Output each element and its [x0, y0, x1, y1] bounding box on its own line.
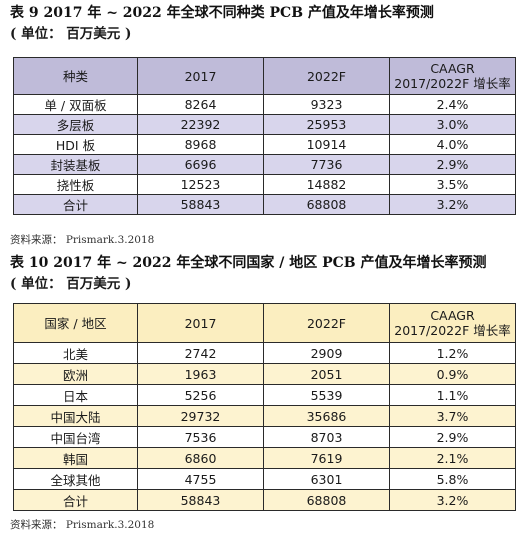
table-row: 挠性板 12523 14882 3.5%: [13, 174, 516, 195]
table-row: 合计 58843 68808 3.2%: [13, 489, 516, 511]
table-row: 单 / 双面板 8264 9323 2.4%: [13, 94, 516, 115]
table-cell: 7736: [263, 154, 390, 175]
table-cell: 4.0%: [389, 134, 516, 155]
table-cell: 22392: [137, 114, 264, 135]
table-row: 合计 58843 68808 3.2%: [13, 194, 516, 215]
table-cell: 1.1%: [389, 384, 516, 406]
table-row: 多层板 22392 25953 3.0%: [13, 114, 516, 135]
table-cell: 2.1%: [389, 447, 516, 469]
pcb-type-table: 种类 2017 2022F CAAGR 2017/2022F 增长率 单 / 双…: [13, 57, 516, 215]
column-header: 国家 / 地区: [13, 303, 138, 343]
table-cell: 封装基板: [13, 154, 138, 175]
table-row: 中国台湾 7536 8703 2.9%: [13, 426, 516, 448]
table1-unit: ( 单位： 百万美元 ): [10, 26, 132, 42]
table-cell: 9323: [263, 94, 390, 115]
table-cell: 12523: [137, 174, 264, 195]
table-cell: 合计: [13, 489, 138, 511]
table-cell: 6696: [137, 154, 264, 175]
table-cell: 2051: [263, 363, 390, 385]
column-header: 2022F: [263, 57, 390, 95]
column-header-line: 2017/2022F 增长率: [394, 76, 511, 91]
table-cell: 0.9%: [389, 363, 516, 385]
column-header: 2017: [137, 57, 264, 95]
table-cell: 68808: [263, 489, 390, 511]
table-cell: 3.0%: [389, 114, 516, 135]
table1-title: 表 9 2017 年 ~ 2022 年全球不同种类 PCB 产值及年增长率预测: [10, 5, 434, 21]
table-cell: 挠性板: [13, 174, 138, 195]
table-cell: 8968: [137, 134, 264, 155]
table-cell: 58843: [137, 194, 264, 215]
table-cell: 2909: [263, 342, 390, 364]
table2-title: 表 10 2017 年 ~ 2022 年全球不同国家 / 地区 PCB 产值及年…: [10, 255, 487, 271]
table-row: 全球其他 4755 6301 5.8%: [13, 468, 516, 490]
table-cell: 北美: [13, 342, 138, 364]
table-cell: 韩国: [13, 447, 138, 469]
table-cell: 2742: [137, 342, 264, 364]
table-cell: 58843: [137, 489, 264, 511]
column-header: 2017: [137, 303, 264, 343]
table-cell: 5.8%: [389, 468, 516, 490]
table-row: 韩国 6860 7619 2.1%: [13, 447, 516, 469]
table-cell: 8264: [137, 94, 264, 115]
table-cell: 中国大陆: [13, 405, 138, 427]
table1-source: 资料来源： Prismark.3.2018: [10, 234, 155, 246]
table-cell: 3.2%: [389, 194, 516, 215]
table2-unit: ( 单位： 百万美元 ): [10, 276, 132, 292]
table-cell: 合计: [13, 194, 138, 215]
table-cell: 29732: [137, 405, 264, 427]
table-row: HDI 板 8968 10914 4.0%: [13, 134, 516, 155]
table-cell: 3.2%: [389, 489, 516, 511]
table-cell: 10914: [263, 134, 390, 155]
table-cell: 欧洲: [13, 363, 138, 385]
table-cell: 2.4%: [389, 94, 516, 115]
pcb-region-table: 国家 / 地区 2017 2022F CAAGR 2017/2022F 增长率 …: [13, 303, 516, 511]
column-header: CAAGR 2017/2022F 增长率: [389, 303, 516, 343]
table-cell: HDI 板: [13, 134, 138, 155]
table-row: 欧洲 1963 2051 0.9%: [13, 363, 516, 385]
table-cell: 1963: [137, 363, 264, 385]
table-cell: 8703: [263, 426, 390, 448]
table-cell: 2.9%: [389, 426, 516, 448]
table-header-row: 国家 / 地区 2017 2022F CAAGR 2017/2022F 增长率: [13, 303, 516, 343]
table-cell: 5539: [263, 384, 390, 406]
table-header-row: 种类 2017 2022F CAAGR 2017/2022F 增长率: [13, 57, 516, 95]
table-cell: 35686: [263, 405, 390, 427]
table-cell: 3.7%: [389, 405, 516, 427]
table-cell: 4755: [137, 468, 264, 490]
table-row: 中国大陆 29732 35686 3.7%: [13, 405, 516, 427]
table-cell: 6860: [137, 447, 264, 469]
table-cell: 68808: [263, 194, 390, 215]
column-header: CAAGR 2017/2022F 增长率: [389, 57, 516, 95]
column-header-line: CAAGR: [430, 61, 475, 76]
table-cell: 5256: [137, 384, 264, 406]
table-cell: 中国台湾: [13, 426, 138, 448]
table-cell: 6301: [263, 468, 390, 490]
table-cell: 25953: [263, 114, 390, 135]
table-cell: 2.9%: [389, 154, 516, 175]
table-cell: 7619: [263, 447, 390, 469]
table-row: 日本 5256 5539 1.1%: [13, 384, 516, 406]
table-cell: 7536: [137, 426, 264, 448]
table-cell: 全球其他: [13, 468, 138, 490]
column-header: 种类: [13, 57, 138, 95]
table-cell: 多层板: [13, 114, 138, 135]
table-cell: 单 / 双面板: [13, 94, 138, 115]
column-header-line: CAAGR: [430, 308, 475, 323]
column-header-line: 2017/2022F 增长率: [394, 323, 511, 338]
table-cell: 日本: [13, 384, 138, 406]
table-cell: 3.5%: [389, 174, 516, 195]
table-cell: 1.2%: [389, 342, 516, 364]
table-row: 封装基板 6696 7736 2.9%: [13, 154, 516, 175]
column-header: 2022F: [263, 303, 390, 343]
table2-source: 资料来源： Prismark.3.2018: [10, 519, 155, 531]
table-row: 北美 2742 2909 1.2%: [13, 342, 516, 364]
table-cell: 14882: [263, 174, 390, 195]
